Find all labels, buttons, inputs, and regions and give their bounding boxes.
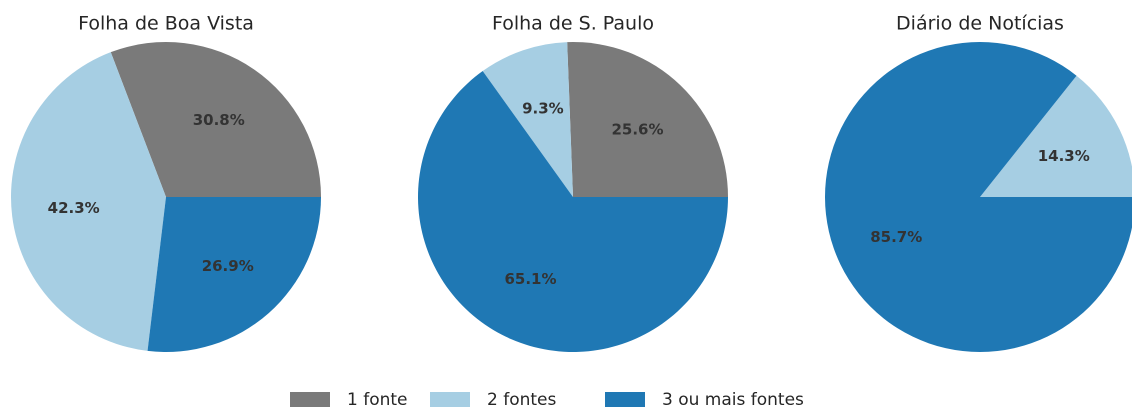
legend-swatch xyxy=(605,392,645,407)
chart-title: Folha de S. Paulo xyxy=(492,13,654,35)
value-label: 65.1% xyxy=(504,270,556,288)
value-label: 26.9% xyxy=(202,257,254,275)
chart-title: Diário de Notícias xyxy=(896,13,1064,35)
value-label: 9.3% xyxy=(522,100,564,118)
legend-label: 3 ou mais fontes xyxy=(662,390,804,410)
pie-slice xyxy=(980,75,1132,197)
pie-slice xyxy=(482,42,573,197)
legend-label: 2 fontes xyxy=(487,390,557,410)
chart-title: Folha de Boa Vista xyxy=(78,13,254,35)
value-label: 25.6% xyxy=(611,121,663,139)
pie-slice xyxy=(417,71,728,353)
value-label: 85.7% xyxy=(870,228,922,246)
pie-slice xyxy=(110,42,321,198)
legend-swatch xyxy=(430,392,470,407)
pie-slice xyxy=(147,197,321,352)
pie-slice xyxy=(11,52,167,351)
value-label: 42.3% xyxy=(48,199,100,217)
value-label: 30.8% xyxy=(193,111,245,129)
legend-swatch xyxy=(290,392,330,407)
legend-label: 1 fonte xyxy=(347,390,408,410)
value-label: 14.3% xyxy=(1038,147,1090,165)
pie-slice xyxy=(825,42,1132,352)
pie-slice xyxy=(567,42,728,198)
